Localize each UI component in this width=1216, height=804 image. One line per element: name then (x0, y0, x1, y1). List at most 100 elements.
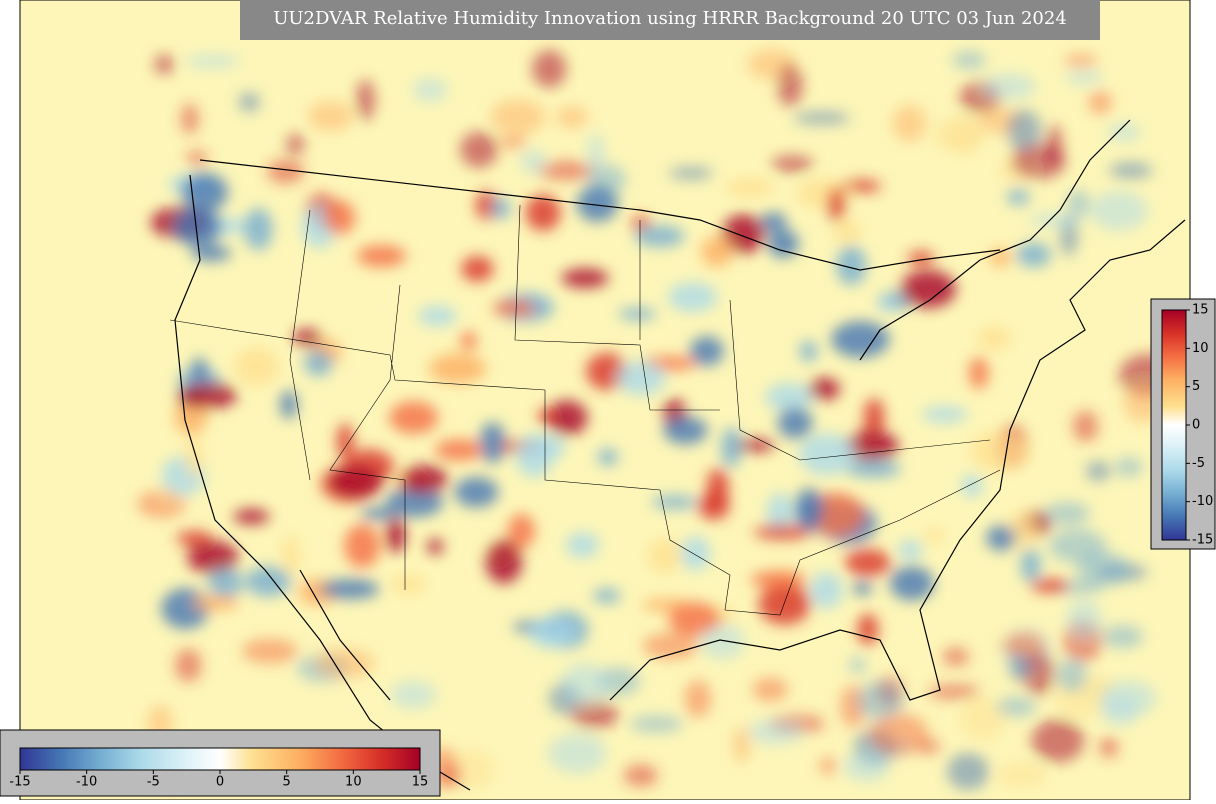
humidity-blob (344, 524, 381, 568)
humidity-blob (1028, 213, 1082, 228)
humidity-blob (767, 229, 799, 258)
humidity-blob (319, 578, 380, 600)
humidity-blob (175, 648, 202, 682)
humidity-blob (176, 530, 213, 547)
humidity-blob (326, 465, 383, 500)
humidity-blob (844, 549, 891, 577)
humidity-blob (845, 459, 902, 478)
humidity-blob (173, 206, 222, 247)
tick-label: 10 (1192, 341, 1209, 356)
humidity-blob (186, 150, 208, 166)
humidity-blob (391, 574, 425, 594)
humidity-blob (849, 657, 866, 674)
humidity-blob (234, 347, 280, 386)
humidity-blob (852, 581, 873, 595)
humidity-blob (527, 617, 575, 649)
humidity-blob (921, 406, 968, 423)
humidity-blob (1067, 189, 1090, 218)
humidity-blob (192, 595, 239, 611)
humidity-blob (490, 197, 511, 220)
humidity-blob (267, 159, 305, 184)
humidity-blob (386, 516, 406, 554)
humidity-blob (185, 54, 240, 68)
tick-label: -15 (9, 775, 30, 790)
humidity-blob (187, 540, 239, 574)
humidity-blob (238, 92, 260, 112)
humidity-blob (314, 648, 375, 678)
humidity-blob (857, 613, 879, 646)
humidity-blob (648, 538, 682, 574)
tick-label: -10 (76, 775, 97, 790)
humidity-blob (525, 194, 561, 231)
humidity-blob (304, 350, 333, 377)
humidity-blob (928, 684, 981, 700)
humidity-blob (245, 566, 291, 597)
humidity-blob (434, 439, 483, 461)
humidity-blob (323, 200, 356, 235)
humidity-blob (834, 219, 861, 244)
humidity-blob (280, 389, 297, 420)
humidity-blob (793, 111, 851, 125)
humidity-blob (412, 77, 448, 102)
humidity-blob (356, 79, 375, 121)
humidity-blob (1065, 70, 1103, 85)
humidity-blob (634, 225, 685, 247)
humidity-blob (989, 248, 1011, 267)
humidity-blob (418, 305, 457, 327)
humidity-blob (1016, 242, 1052, 268)
humidity-blob (758, 583, 811, 625)
humidity-blob (293, 329, 322, 346)
humidity-blob (706, 468, 729, 508)
humidity-blob (515, 433, 554, 478)
tick-label: -5 (147, 775, 160, 790)
humidity-blob (978, 326, 1011, 351)
humidity-blob (732, 726, 751, 763)
humidity-blob (507, 513, 535, 549)
tick-label: -5 (1192, 456, 1205, 471)
humidity-blob (808, 377, 841, 400)
humidity-blob (178, 382, 237, 409)
humidity-blob (1005, 632, 1046, 660)
humidity-blob (1066, 600, 1102, 640)
humidity-blob (1009, 652, 1031, 681)
humidity-blob (844, 430, 899, 461)
tick-label: 5 (1192, 379, 1200, 394)
humidity-blob (1089, 190, 1148, 231)
humidity-blob (597, 448, 619, 466)
humidity-blob (616, 361, 666, 396)
humidity-blob (1077, 551, 1130, 587)
humidity-blob (986, 525, 1017, 551)
humidity-blob (181, 172, 229, 212)
humidity-blob (668, 282, 718, 312)
humidity-blob (1011, 144, 1066, 179)
humidity-blob (1101, 625, 1144, 649)
humidity-blob (461, 255, 494, 282)
title: UU2DVAR Relative Humidity Innovation usi… (273, 8, 1067, 29)
humidity-blob (1085, 461, 1111, 481)
tick-label: 15 (412, 775, 429, 790)
humidity-blob (244, 208, 273, 251)
humidity-blob (460, 131, 499, 168)
humidity-blob (1088, 90, 1112, 115)
humidity-blob (1056, 658, 1088, 693)
humidity-blob (777, 63, 803, 107)
humidity-blob (360, 507, 397, 521)
humidity-blob (207, 568, 243, 598)
humidity-blob (185, 435, 202, 479)
humidity-blob (490, 99, 546, 135)
humidity-blob (1064, 54, 1098, 68)
humidity-blob (1072, 410, 1099, 442)
humidity-blob (1114, 457, 1143, 477)
humidity-blob (308, 101, 353, 132)
humidity-blob (925, 528, 943, 545)
humidity-blob (680, 536, 711, 571)
humidity-blob (947, 752, 990, 791)
state-lines (169, 204, 1001, 616)
humidity-blob (1006, 188, 1030, 205)
humidity-blob (771, 155, 814, 173)
humidity-blob (631, 215, 650, 231)
humidity-blob (961, 474, 983, 498)
humidity-blob (492, 300, 537, 317)
humidity-blob (907, 251, 935, 266)
